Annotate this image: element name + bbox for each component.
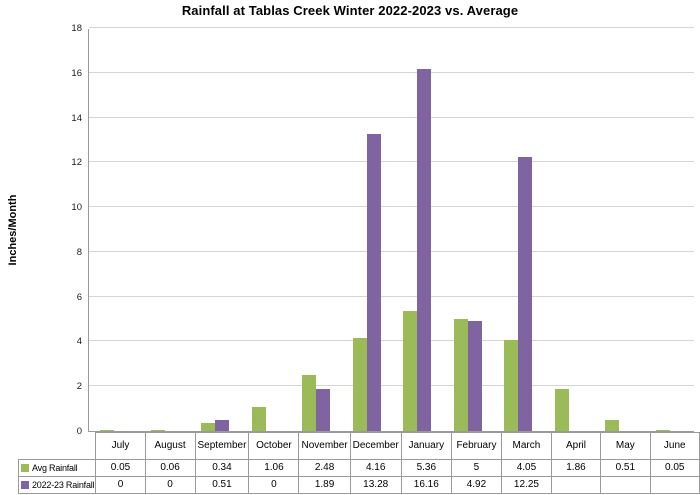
bar-avg-rainfall-march [504,340,519,431]
legend-label: 2022-23 Rainfall [32,480,95,490]
bar-2022-23-rainfall-february [467,321,482,431]
value-cell-avg-rainfall-september: 0.34 [194,459,250,477]
table-body: Avg Rainfall 0.05 0.06 0.34 1.06 2.48 4.16 5.36… [17,459,700,494]
value-cell-2022-23-rainfall-april [550,476,602,494]
y-tick-label: 18 [71,23,82,34]
month-header-february: February [450,432,503,460]
value-cell-2022-23-rainfall-december: 13.28 [349,476,402,494]
month-header-january: January [400,432,452,460]
y-axis-label: Inches/Month [7,194,19,266]
bar-2022-23-rainfall-september [215,420,230,431]
value-cell-2022-23-rainfall-may [600,476,651,494]
y-tick-label: 4 [76,336,82,348]
month-header-october: October [248,432,300,460]
table-row-avg-rainfall: Avg Rainfall 0.05 0.06 0.34 1.06 2.48 4.16 5.36… [17,459,700,477]
bar-avg-rainfall-january [403,311,418,431]
bar-avg-rainfall-december [352,338,367,431]
gridline [89,206,694,208]
y-tick-label: 2 [76,381,82,393]
bar-avg-rainfall-april [554,389,569,431]
month-header-may: May [600,432,651,460]
value-cell-avg-rainfall-february: 5 [450,459,503,477]
gridline [89,295,694,297]
y-tick-label: 6 [76,291,82,303]
month-header-june: June [649,432,700,460]
bar-avg-rainfall-may [605,420,620,431]
bar-avg-rainfall-june [655,430,670,431]
y-tick-label: 12 [71,157,82,169]
value-cell-avg-rainfall-january: 5.36 [400,459,452,477]
gridline [89,340,694,342]
month-header-july: July [95,432,146,460]
value-cell-avg-rainfall-april: 1.86 [550,459,602,477]
month-header-april: April [550,432,602,460]
value-cell-avg-rainfall-june: 0.05 [649,459,700,477]
table-row-2022-23-rainfall: 2022-23 Rainfall 0 0 0.51 0 1.89 13.28 16.16 4.9… [17,476,700,494]
bar-avg-rainfall-february [453,319,468,431]
bar-avg-rainfall-october [251,407,266,431]
bar-avg-rainfall-august [150,430,165,431]
table-header-row: July August September October November Decemb… [19,432,700,460]
value-cell-2022-23-rainfall-january: 16.16 [400,476,452,494]
legend-key-icon [21,480,29,489]
bar-2022-23-rainfall-march [518,157,533,431]
gridline [89,116,694,118]
legend-cell-2022-23-rainfall: 2022-23 Rainfall [17,476,97,494]
value-cell-2022-23-rainfall-march: 12.25 [501,476,552,494]
bar-avg-rainfall-november [302,375,317,431]
legend-cell-avg-rainfall: Avg Rainfall [17,459,97,477]
value-cell-avg-rainfall-may: 0.51 [600,459,651,477]
value-cell-avg-rainfall-august: 0.06 [144,459,196,477]
month-header-august: August [144,432,196,460]
value-cell-avg-rainfall-july: 0.05 [95,459,146,477]
value-cell-avg-rainfall-october: 1.06 [248,459,300,477]
chart-title: Rainfall at Tablas Creek Winter 2022-202… [181,3,519,18]
plot-area [88,27,694,432]
legend-label: Avg Rainfall [32,463,78,473]
value-cell-avg-rainfall-december: 4.16 [349,459,402,477]
value-cell-2022-23-rainfall-february: 4.92 [450,476,503,494]
y-tick-label: 14 [71,112,82,124]
bar-2022-23-rainfall-december [366,134,381,431]
gridline [89,27,694,28]
data-table: July August September October November Decemb… [17,432,700,494]
value-cell-2022-23-rainfall-october: 0 [248,476,300,494]
value-cell-2022-23-rainfall-june [649,476,700,494]
legend-key-icon [21,463,29,472]
y-tick-label: 16 [71,67,82,79]
table-corner-cell [19,433,96,460]
month-header-november: November [298,432,351,460]
gridline [89,161,694,163]
value-cell-avg-rainfall-march: 4.05 [501,459,552,477]
gridline [89,385,694,387]
bar-2022-23-rainfall-january [417,69,432,431]
value-cell-avg-rainfall-november: 2.48 [298,459,351,477]
gridline [89,250,694,252]
month-header-march: March [501,432,552,460]
bar-2022-23-rainfall-november [316,389,331,431]
value-cell-2022-23-rainfall-august: 0 [144,476,196,494]
value-cell-2022-23-rainfall-july: 0 [95,476,146,494]
month-header-september: September [194,432,250,460]
month-header-december: December [349,432,402,460]
value-cell-2022-23-rainfall-november: 1.89 [298,476,351,494]
bar-avg-rainfall-july [100,430,115,431]
gridline [89,71,694,73]
value-cell-2022-23-rainfall-september: 0.51 [194,476,250,494]
bar-avg-rainfall-september [201,423,216,431]
